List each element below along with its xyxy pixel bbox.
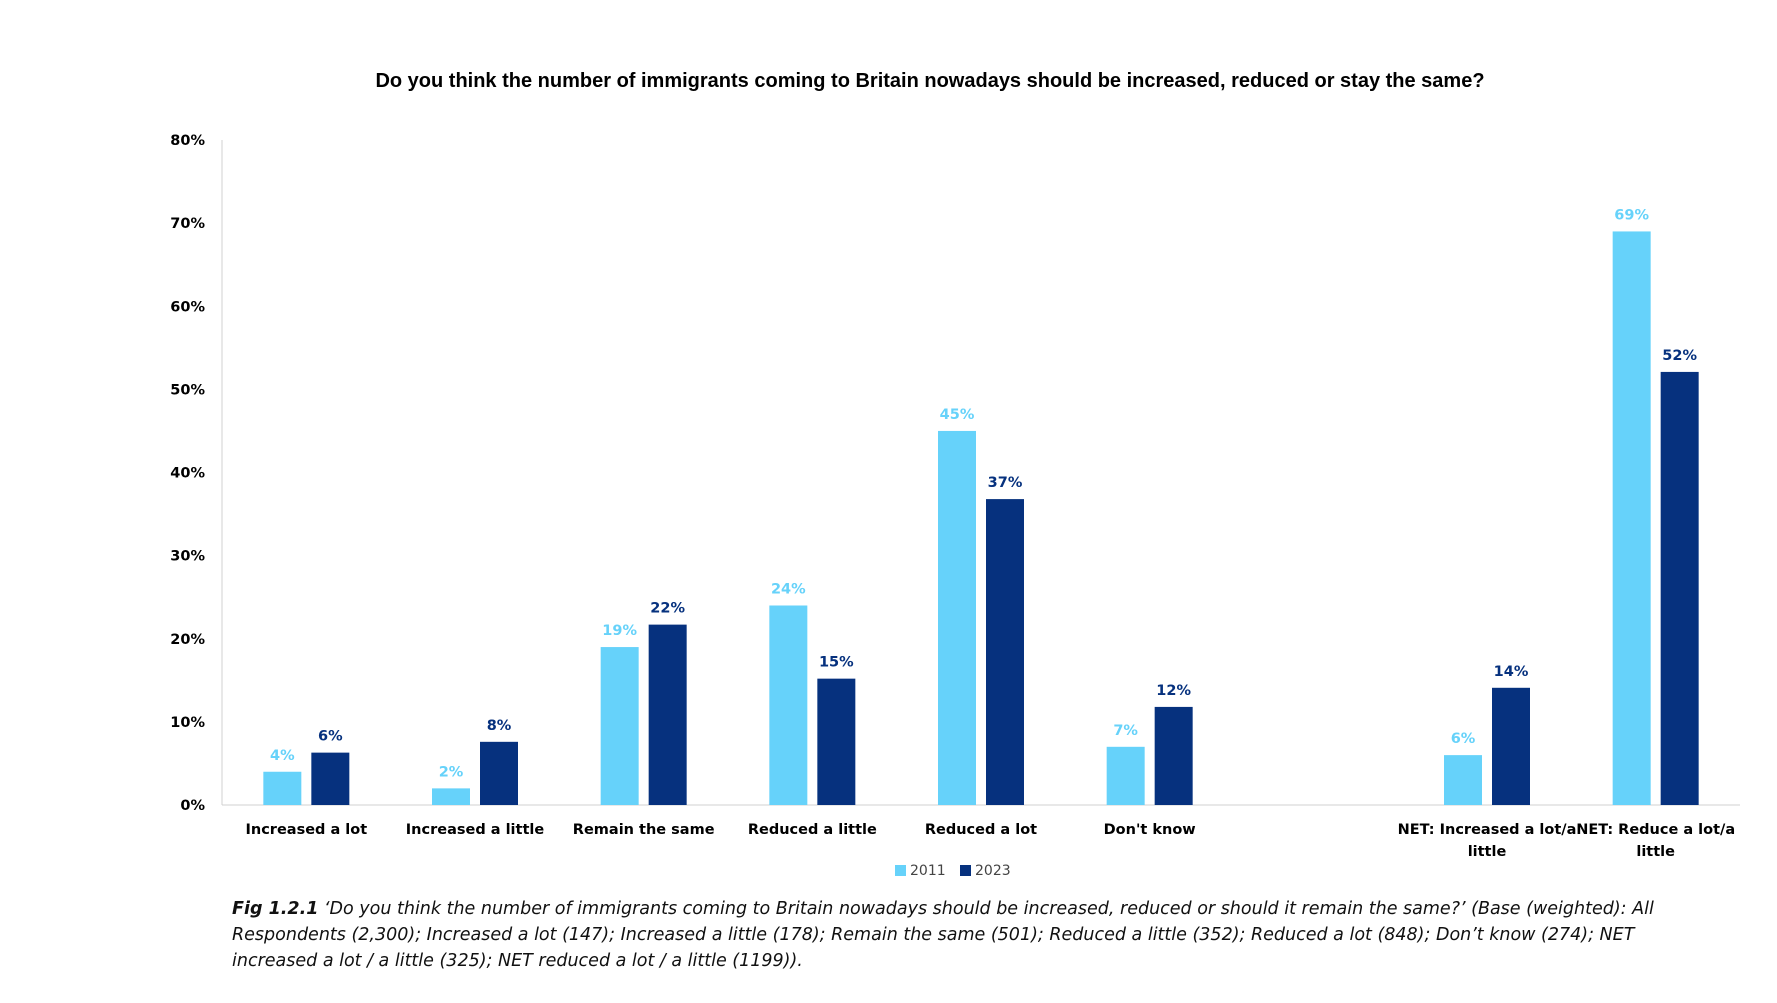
data-label-2023: 37% [988, 475, 1023, 491]
y-tick-label: 0% [180, 798, 205, 814]
y-tick-label: 60% [170, 299, 205, 315]
data-label-2023: 12% [1156, 683, 1191, 699]
x-category-label: Reduced a little [748, 822, 877, 838]
bar-2011 [263, 771, 302, 805]
bar-2011 [1612, 231, 1651, 805]
x-category-label: Don't know [1104, 822, 1196, 838]
bar-2011 [938, 430, 976, 805]
bar-2011 [1106, 746, 1145, 805]
figure-caption: Fig 1.2.1 ‘Do you think the number of im… [232, 896, 1712, 974]
legend-label-2011: 2011 [910, 863, 946, 879]
bar-2011 [769, 605, 808, 805]
bar-2023 [311, 752, 350, 805]
y-axis: 0% 10% 20% 30% 40% 50% 60% 70% 80% [170, 133, 1740, 814]
figure-label: Fig 1.2.1 [232, 899, 319, 919]
bar-2023 [1492, 687, 1530, 805]
data-label-2023: 22% [650, 601, 685, 617]
data-label-2011: 24% [771, 582, 806, 598]
bar-2011 [432, 788, 470, 805]
data-label-2011: 4% [270, 748, 295, 764]
y-tick-label: 10% [170, 715, 205, 731]
legend-swatch-2011 [895, 865, 906, 876]
x-axis-labels: Increased a lot Increased a little Remain … [245, 822, 1735, 860]
x-category-label: Increased a little [406, 822, 545, 838]
data-label-2023: 14% [1494, 664, 1529, 680]
legend: 2011 2023 [895, 863, 1011, 879]
y-tick-label: 30% [170, 549, 205, 565]
bar-2023 [480, 741, 518, 805]
bar-2023 [1660, 371, 1699, 805]
bar-2011 [600, 647, 639, 805]
data-label-2011: 69% [1614, 207, 1649, 223]
y-tick-label: 70% [170, 216, 205, 232]
data-label-2011: 45% [940, 407, 975, 423]
data-label-2023: 15% [819, 655, 854, 671]
data-label-2011: 2% [439, 764, 464, 780]
y-tick-label: 20% [170, 632, 205, 648]
x-category-label: Remain the same [573, 822, 715, 838]
chart-title: Do you think the number of immigrants co… [375, 70, 1485, 92]
data-label-2011: 7% [1113, 723, 1138, 739]
bar-2023 [648, 624, 687, 805]
bar-2023 [817, 678, 856, 805]
data-label-2011: 6% [1451, 731, 1476, 747]
x-category-label: NET: Increased a lot/a little [1398, 822, 1577, 860]
y-tick-label: 40% [170, 466, 205, 482]
y-tick-label: 80% [170, 133, 205, 149]
caption-text: ‘Do you think the number of immigrants c… [232, 899, 1654, 971]
data-label-2023: 52% [1662, 348, 1697, 364]
x-category-label: Increased a lot [245, 822, 367, 838]
x-category-label: NET: Reduce a lot/a little [1576, 822, 1735, 860]
data-label-2023: 8% [487, 718, 512, 734]
legend-swatch-2023 [960, 865, 971, 876]
data-label-2011: 19% [602, 623, 637, 639]
bar-2011 [1444, 755, 1482, 805]
bar-2023 [1154, 706, 1193, 805]
y-tick-label: 50% [170, 382, 205, 398]
x-category-label: Reduced a lot [925, 822, 1037, 838]
legend-label-2023: 2023 [975, 863, 1011, 879]
data-label-2023: 6% [318, 729, 343, 745]
bar-2023 [986, 499, 1024, 805]
bars: 4% 2% 19% 24% 45% 7% 6% 69% 6% 8% 22% 15% 37% 12% 14% 5… [263, 207, 1699, 805]
